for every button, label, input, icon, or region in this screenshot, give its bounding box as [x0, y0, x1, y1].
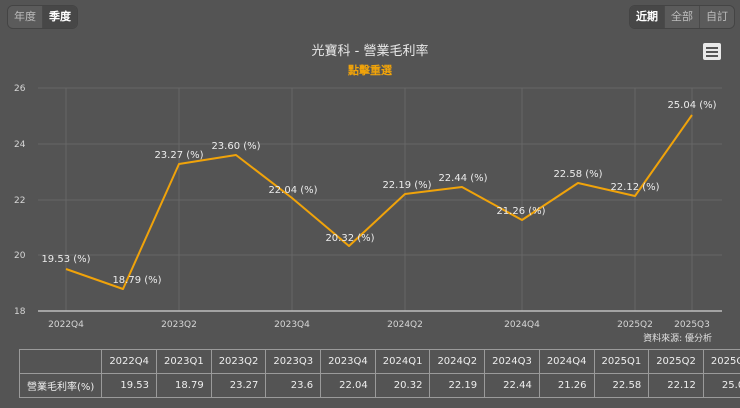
- chart-title: 光寶科 - 營業毛利率: [311, 44, 429, 59]
- table-cell: 23.6: [265, 373, 322, 398]
- table-header-cell: 2023Q1: [156, 349, 212, 374]
- table-header-cell: 2023Q4: [320, 349, 376, 374]
- x-tick: 2025Q2: [617, 320, 653, 330]
- data-label: 22.58 (%): [553, 169, 602, 180]
- data-table: 2022Q4 2023Q1 2023Q2 2023Q3 2023Q4 2024Q…: [18, 349, 740, 398]
- x-tick: 2023Q2: [161, 320, 197, 330]
- data-label: 23.60 (%): [211, 141, 260, 152]
- quarterly-button[interactable]: 季度: [43, 6, 77, 28]
- data-label: 21.26 (%): [496, 206, 545, 217]
- table-cell: 18.79: [156, 373, 212, 398]
- gross-margin-line[interactable]: [65, 114, 693, 290]
- x-tick: 2024Q2: [387, 320, 423, 330]
- table-header-cell: 2024Q1: [374, 349, 431, 374]
- data-label: 23.27 (%): [154, 150, 203, 161]
- data-label: 19.53 (%): [41, 254, 90, 265]
- table-corner-cell: [18, 349, 103, 374]
- table-header-row: 2022Q4 2023Q1 2023Q2 2023Q3 2023Q4 2024Q…: [18, 349, 740, 374]
- all-range-button[interactable]: 全部: [665, 6, 700, 28]
- table-cell: 19.53: [101, 373, 157, 398]
- hamburger-menu-icon[interactable]: [703, 43, 721, 60]
- y-tick: 18: [14, 307, 26, 317]
- x-tick: 2024Q4: [504, 320, 540, 330]
- source-credit: 資料來源: 優分析: [643, 334, 712, 344]
- custom-range-button[interactable]: 自訂: [700, 6, 734, 28]
- y-tick: 24: [14, 140, 26, 150]
- y-tick: 26: [14, 84, 26, 94]
- table-header-cell: 2024Q2: [429, 349, 486, 374]
- table-header-cell: 2024Q4: [538, 349, 595, 374]
- data-labels: 19.53 (%) 18.79 (%) 23.27 (%) 23.60 (%) …: [41, 100, 716, 286]
- data-label: 18.79 (%): [112, 275, 161, 286]
- y-axis-labels: 18 20 22 24 26: [14, 84, 26, 317]
- table-header-cell: 2025Q3: [702, 349, 740, 374]
- y-gridlines: [38, 87, 722, 256]
- table-header-cell: 2025Q1: [593, 349, 650, 374]
- data-label: 22.19 (%): [382, 180, 431, 191]
- annual-button[interactable]: 年度: [8, 6, 43, 28]
- table-cell: 25.04: [702, 373, 740, 398]
- table-cell: 22.12: [648, 373, 704, 398]
- x-gridlines: [65, 88, 693, 311]
- table-cell: 22.44: [484, 373, 540, 398]
- data-label: 20.32 (%): [325, 233, 374, 244]
- y-tick: 20: [14, 251, 26, 261]
- x-tick: 2022Q4: [48, 320, 84, 330]
- table-cell: 22.58: [593, 373, 650, 398]
- table-header-cell: 2024Q3: [484, 349, 540, 374]
- table-cell: 22.04: [320, 373, 376, 398]
- data-label: 25.04 (%): [667, 100, 716, 111]
- range-toggle: 近期 全部 自訂: [629, 5, 735, 29]
- x-tick: 2023Q4: [274, 320, 310, 330]
- table-cell: 21.26: [538, 373, 595, 398]
- y-tick: 22: [14, 196, 25, 206]
- x-tick: 2025Q3: [674, 320, 710, 330]
- table-row-label: 營業毛利率(%): [18, 373, 103, 398]
- x-axis-labels: 2022Q4 2023Q2 2023Q4 2024Q2 2024Q4 2025Q…: [48, 320, 710, 330]
- reselect-link[interactable]: 點擊重選: [348, 64, 392, 77]
- table-cell: 22.19: [429, 373, 486, 398]
- line-chart: 18 20 22 24 26 2022Q4 2023Q2 2023Q4 2024…: [14, 84, 722, 330]
- data-label: 22.44 (%): [438, 173, 487, 184]
- table-header-cell: 2023Q3: [265, 349, 322, 374]
- table-row: 營業毛利率(%) 19.53 18.79 23.27 23.6 22.04 20…: [18, 373, 740, 398]
- table-header-cell: 2022Q4: [101, 349, 157, 374]
- table-header-cell: 2025Q2: [648, 349, 704, 374]
- data-label: 22.04 (%): [268, 185, 317, 196]
- recent-range-button[interactable]: 近期: [630, 6, 665, 28]
- table-header-cell: 2023Q2: [210, 349, 267, 374]
- table-cell: 23.27: [210, 373, 267, 398]
- table-cell: 20.32: [374, 373, 431, 398]
- period-toggle: 年度 季度: [7, 5, 78, 29]
- data-label: 22.12 (%): [610, 182, 659, 193]
